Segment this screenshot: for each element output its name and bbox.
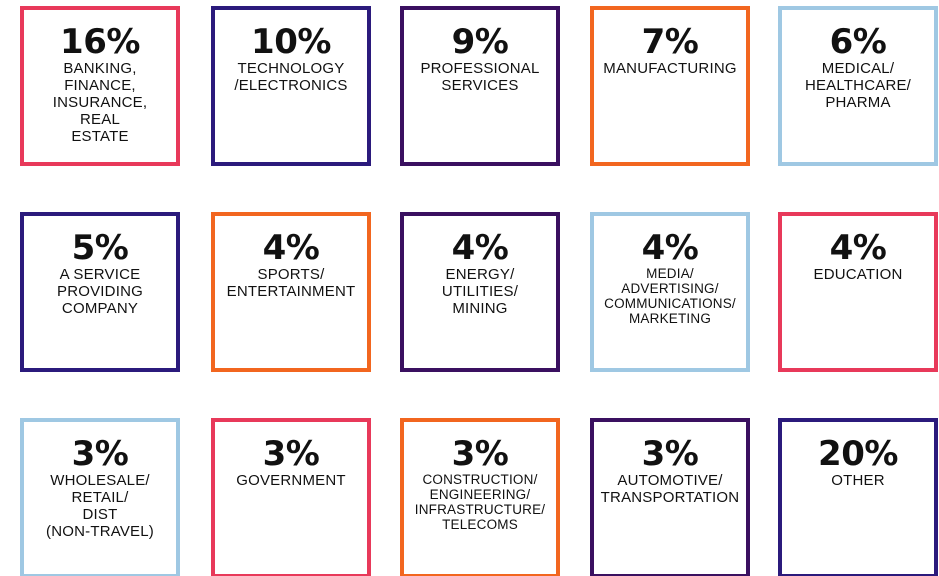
industry-label: ENTERTAINMENT (226, 283, 356, 300)
industry-tile: 4% ENERGY/UTILITIES/MINING (400, 212, 560, 372)
percent: 3% (71, 434, 129, 474)
industry-tile: 3% WHOLESALE/RETAIL/DIST (NON-TRAVEL) (20, 418, 180, 576)
industry-label: AUTOMOTIVE/ (617, 472, 723, 489)
industry-label: MANUFACTURING (603, 60, 737, 77)
industry-tile: 3% GOVERNMENT (211, 418, 371, 576)
industry-label: OTHER (831, 472, 885, 489)
industry-label: RETAIL/ (71, 489, 129, 506)
percent: 7% (641, 22, 699, 62)
percent: 4% (641, 228, 699, 268)
industry-label: DIST (82, 506, 118, 523)
industry-label: TRANSPORTATION (600, 489, 740, 506)
industry-label: PHARMA (825, 94, 891, 111)
industry-label: ENGINEERING/ (429, 487, 531, 502)
industry-label: BANKING, (63, 60, 137, 77)
industry-tile: 5% A SERVICE PROVIDING COMPANY (20, 212, 180, 372)
percent: 16% (60, 22, 140, 62)
percent: 3% (451, 434, 509, 474)
industry-label: MARKETING (628, 311, 712, 326)
industry-tile: 6% MEDICAL/HEALTHCARE/PHARMA (778, 6, 938, 166)
industry-label: CONSTRUCTION/ (422, 472, 538, 487)
industry-tile: 7% MANUFACTURING (590, 6, 750, 166)
industry-label: MEDIA/ (646, 266, 694, 281)
percent: 9% (451, 22, 509, 62)
industry-label: TELECOMS (442, 517, 518, 532)
industry-label: SERVICES (441, 77, 519, 94)
industry-tile: 4% EDUCATION (778, 212, 938, 372)
percent: 4% (262, 228, 320, 268)
percent: 6% (829, 22, 887, 62)
percent: 4% (451, 228, 509, 268)
industry-label: PROFESSIONAL (420, 60, 540, 77)
industry-label: EDUCATION (813, 266, 903, 283)
industry-label: HEALTHCARE/ (804, 77, 912, 94)
industry-label: ADVERTISING/ (621, 281, 719, 296)
industry-label: FINANCE, (64, 77, 136, 94)
industry-label: COMMUNICATIONS/ (604, 296, 736, 311)
industry-label: MINING (452, 300, 508, 317)
industry-tile: 20% OTHER (778, 418, 938, 576)
industry-label: PROVIDING (57, 283, 143, 300)
industry-tile: 4% SPORTS/ENTERTAINMENT (211, 212, 371, 372)
industry-tile: 4% MEDIA/ADVERTISING/COMMUNICATIONS/MARKE… (590, 212, 750, 372)
industry-label: GOVERNMENT (236, 472, 346, 489)
industry-tile: 3% CONSTRUCTION/ENGINEERING/INFRASTRUCTUR… (400, 418, 560, 576)
industry-label: /ELECTRONICS (234, 77, 348, 94)
industry-label: COMPANY (61, 300, 139, 317)
industry-label: ENERGY/ (445, 266, 515, 283)
industry-label: SPORTS/ (257, 266, 325, 283)
industry-label: UTILITIES/ (441, 283, 519, 300)
industry-label: A SERVICE (59, 266, 141, 283)
industry-tile: 16% BANKING, FINANCE, INSURANCE, REAL ESTATE (20, 6, 180, 166)
percent: 3% (262, 434, 320, 474)
industry-label: MEDICAL/ (821, 60, 895, 77)
industry-label: WHOLESALE/ (50, 472, 150, 489)
percent: 10% (251, 22, 331, 62)
industry-tile: 9% PROFESSIONAL SERVICES (400, 6, 560, 166)
percent: 4% (829, 228, 887, 268)
industry-tile: 3% AUTOMOTIVE/TRANSPORTATION (590, 418, 750, 576)
percent: 3% (641, 434, 699, 474)
industry-label: ESTATE (71, 128, 129, 145)
industry-label: INSURANCE, (52, 94, 148, 111)
industry-label: REAL (80, 111, 120, 128)
percent: 5% (71, 228, 129, 268)
industry-label: INFRASTRUCTURE/ (414, 502, 546, 517)
industry-label: (NON-TRAVEL) (46, 523, 154, 540)
percent: 20% (818, 434, 898, 474)
industry-tile: 10% TECHNOLOGY/ELECTRONICS (211, 6, 371, 166)
industry-label: TECHNOLOGY (237, 60, 345, 77)
